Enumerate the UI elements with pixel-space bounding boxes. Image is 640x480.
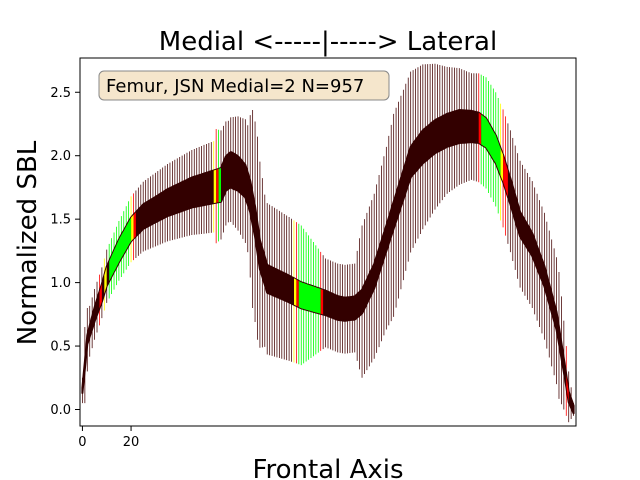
significance-segment <box>481 114 501 176</box>
significance-segment <box>133 212 136 239</box>
significance-segment <box>320 289 324 315</box>
mean-profile <box>81 109 575 415</box>
x-axis-label: Frontal Axis <box>252 455 403 480</box>
significance-segment <box>131 214 134 242</box>
y-axis-label: Normalized SBL <box>13 140 43 345</box>
significance-segment <box>500 148 504 182</box>
plot-frame <box>79 57 577 427</box>
significance-segment <box>109 217 132 282</box>
y-tick-label: 1.5 <box>50 213 71 228</box>
y-tick-label: 2.5 <box>50 86 71 101</box>
y-tick-label: 0.5 <box>50 340 71 355</box>
mean-profile-group <box>81 109 575 415</box>
significance-segment <box>298 281 321 314</box>
y-tick-label: 0.0 <box>50 403 71 418</box>
significance-segment <box>104 266 107 294</box>
y-ticks-group: 0.0 0.5 1.0 1.5 2.0 2.5 <box>50 86 80 418</box>
x-tick-label: 20 <box>123 435 140 450</box>
annotation-text: Femur, JSN Medial=2 N=957 <box>106 76 364 97</box>
y-tick-label: 1.0 <box>50 276 71 291</box>
x-tick-label: 0 <box>78 435 86 450</box>
x-ticks-group: 0 20 <box>78 426 139 450</box>
significance-segment <box>99 283 102 309</box>
errorbars-group <box>82 63 574 423</box>
significance-segment <box>216 168 219 203</box>
annotation-box: Femur, JSN Medial=2 N=957 <box>98 70 390 101</box>
significance-errorbars-group <box>99 73 567 416</box>
significance-mean-group <box>99 112 569 403</box>
significance-segment <box>294 278 297 306</box>
annotation-box-bg <box>98 70 390 101</box>
significance-segment <box>478 112 482 145</box>
significance-segment <box>566 375 569 403</box>
plot-area <box>81 63 575 423</box>
significance-segment <box>213 169 217 204</box>
y-tick-label: 2.0 <box>50 149 71 164</box>
chart-title: Medial <-----|-----> Lateral <box>159 27 497 57</box>
significance-segment <box>296 279 299 308</box>
significance-segment <box>503 154 508 197</box>
significance-segment <box>218 168 221 203</box>
